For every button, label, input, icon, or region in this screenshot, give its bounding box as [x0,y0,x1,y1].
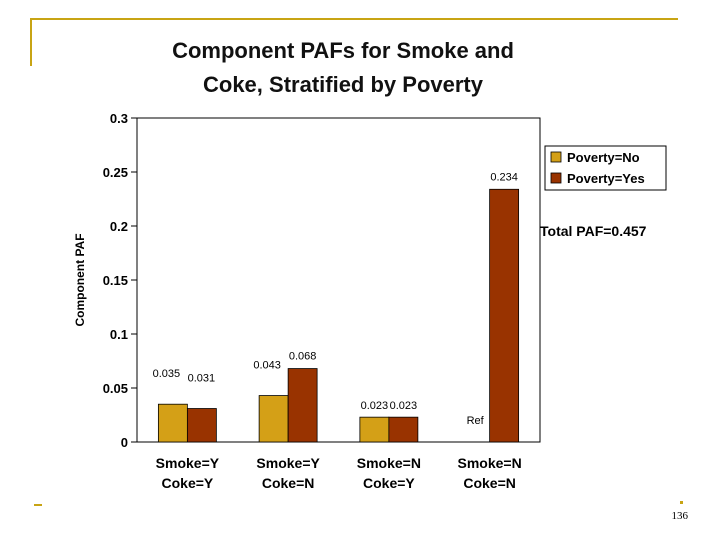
bar-data-label: Ref [467,415,485,427]
bar-poverty-no [359,416,390,443]
legend-label-poverty-yes: Poverty=Yes [567,171,645,186]
bars-layer [157,188,520,443]
y-axis-label: Component PAF [73,233,87,326]
legend-box [544,145,667,191]
bar-data-label: 0.031 [188,373,216,385]
x-category-label: Coke=N [463,475,516,491]
y-tick-label: 0.15 [103,273,128,288]
x-category-label: Smoke=N [357,455,421,471]
legend-swatch-poverty-yes [550,172,562,184]
y-tick-label: 0 [121,435,128,450]
frame-top-rule [30,18,678,20]
bar-data-label: 0.023 [390,400,418,412]
frame-left-rule [30,18,32,66]
x-category-label: Coke=Y [162,475,214,491]
plot-area [136,117,541,443]
legend-swatch-poverty-no [550,151,562,163]
y-tick-label: 0.2 [110,219,128,234]
y-tick-label: 0.3 [110,111,128,126]
y-tick-label: 0.25 [103,165,128,180]
chart-title: Component PAFs for Smoke and Coke, Strat… [78,34,608,102]
y-tick-label: 0.05 [103,381,128,396]
bar-poverty-yes [388,416,419,443]
bar-data-label: 0.023 [361,400,389,412]
bar-data-label: 0.068 [289,351,317,363]
y-tick-label: 0.1 [110,327,128,342]
x-category-label: Coke=Y [363,475,415,491]
x-category-label: Smoke=N [458,455,522,471]
bar-poverty-yes [489,188,520,443]
chart-title-line-1: Component PAFs for Smoke and [172,38,514,63]
legend-layer: Poverty=No Poverty=Yes [544,145,667,191]
chart-title-line-2: Coke, Stratified by Poverty [203,72,483,97]
footer-left-mark [34,504,42,506]
footer-right-mark [680,501,683,504]
bar-poverty-no [157,403,188,443]
bar-poverty-yes [287,368,318,443]
legend-label-poverty-no: Poverty=No [567,150,640,165]
bar-data-label: 0.043 [253,360,281,372]
total-paf-annotation: Total PAF=0.457 [540,223,647,239]
x-category-label: Coke=N [262,475,315,491]
slide-number: 136 [671,510,689,522]
labels-layer: 0.035 0.031 Smoke=Y Coke=Y 0.043 0.068 Smoke=Y… [153,171,522,491]
axes-layer: 0 0.05 0.1 0.15 0.2 0.25 0.3 Component PAF [73,111,541,450]
bar-poverty-no [258,395,289,443]
x-category-label: Smoke=Y [156,455,220,471]
bar-data-label: 0.035 [153,368,181,380]
bar-poverty-yes [186,408,217,443]
bar-data-label: 0.234 [490,171,518,183]
x-category-label: Smoke=Y [256,455,320,471]
